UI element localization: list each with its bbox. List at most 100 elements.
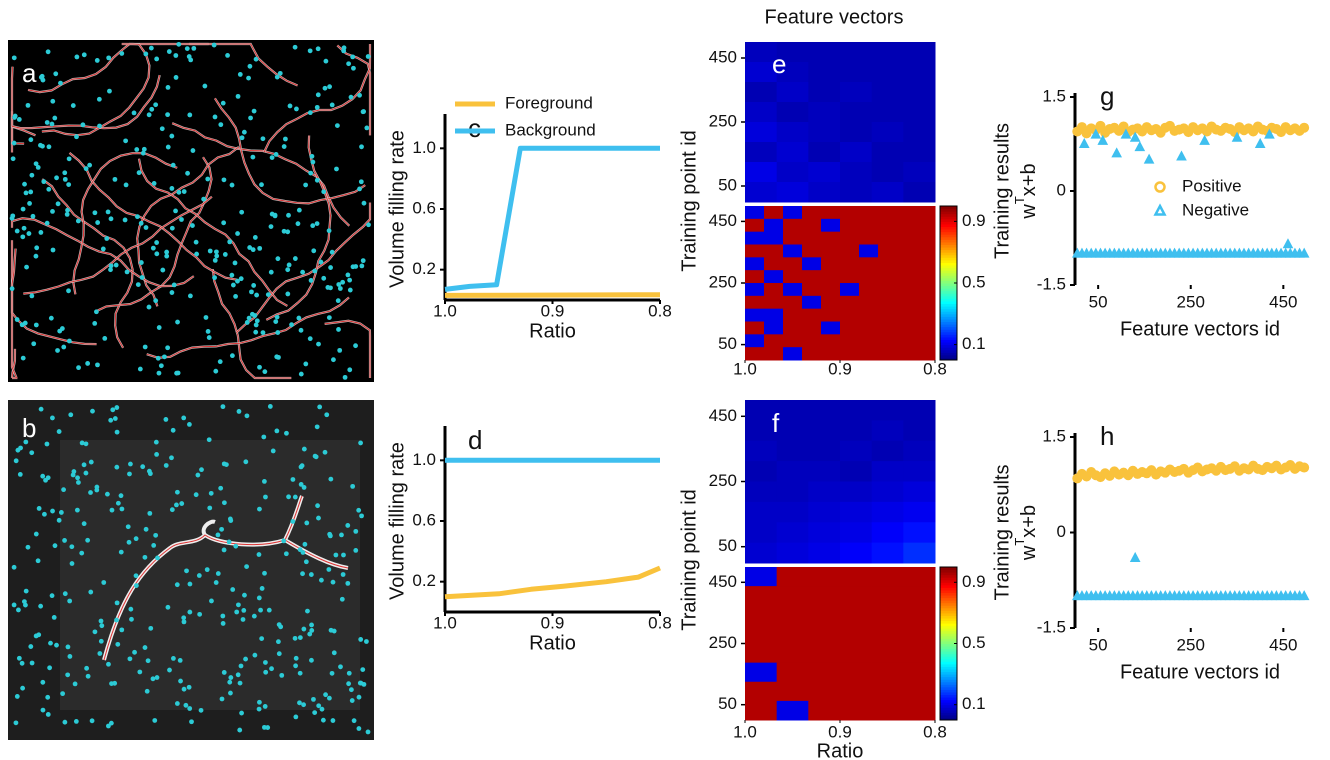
seed-point <box>242 592 247 598</box>
seed-point <box>208 490 214 496</box>
panel-label: a <box>22 58 37 88</box>
colorbar-slice <box>940 218 957 222</box>
seed-point <box>84 665 90 671</box>
seed-point <box>257 364 262 370</box>
colorbar-slice <box>940 313 957 317</box>
seed-point <box>34 245 40 251</box>
colorbar-slice <box>940 303 957 307</box>
heat-cell <box>776 420 809 442</box>
colorbar-slice <box>940 579 957 583</box>
y-axis-label: Training results <box>991 123 1013 259</box>
heat-cell <box>783 270 803 284</box>
seed-point <box>218 122 224 128</box>
seed-point <box>301 485 307 490</box>
seed-point <box>173 208 178 214</box>
seed-point <box>293 663 299 669</box>
seed-point <box>254 318 260 324</box>
seed-point <box>183 702 189 708</box>
heat-cell <box>840 42 873 63</box>
seed-point <box>220 613 226 619</box>
seed-point <box>347 367 353 373</box>
heat-cell <box>859 231 879 245</box>
seed-point <box>58 80 63 86</box>
heat-cell <box>840 182 873 203</box>
seed-point <box>16 117 22 122</box>
seed-point <box>357 186 362 192</box>
seed-point <box>272 212 278 218</box>
seed-point <box>347 287 353 293</box>
seed-point <box>108 720 114 726</box>
seed-point <box>153 532 159 538</box>
seed-point <box>154 251 160 257</box>
seed-point <box>97 651 103 656</box>
seed-point <box>13 720 19 726</box>
heat-cell <box>745 501 778 523</box>
heat-cell <box>878 295 898 310</box>
heat-cell <box>878 206 898 220</box>
seed-point <box>48 315 54 321</box>
seed-point <box>142 645 148 650</box>
seed-point <box>38 142 43 148</box>
seed-point <box>22 181 27 187</box>
seed-point <box>118 493 124 499</box>
heat-cell <box>859 244 879 258</box>
heat-cell <box>871 624 904 644</box>
seed-point <box>54 175 59 181</box>
seed-point <box>315 92 321 98</box>
x-tick-label: 1.0 <box>733 722 757 741</box>
seed-point <box>316 515 321 521</box>
seed-point <box>265 725 271 730</box>
x-tick-label: 0.8 <box>923 722 947 741</box>
seed-point <box>260 330 266 336</box>
heat-cell <box>840 347 860 361</box>
seed-point <box>170 427 176 433</box>
y-tick-label: 0.2 <box>412 571 436 590</box>
colorbar-slice <box>940 656 957 660</box>
colorbar-slice <box>940 334 957 338</box>
seed-point <box>199 467 204 473</box>
seed-point <box>194 251 200 257</box>
seed-point <box>357 680 363 686</box>
neurite-trace <box>11 248 18 379</box>
seed-point <box>261 434 267 440</box>
seed-point <box>307 631 313 637</box>
seed-point <box>297 547 303 553</box>
heat-cell <box>903 461 936 482</box>
seed-point <box>266 607 272 613</box>
seed-point <box>285 267 291 273</box>
y-axis-label: Training point id <box>678 130 700 272</box>
seed-point <box>351 718 357 724</box>
heat-cell <box>878 308 898 322</box>
heat-cell <box>745 295 765 310</box>
seed-point <box>48 640 53 646</box>
heat-cell <box>903 605 936 625</box>
heat-cell <box>821 244 841 258</box>
heat-cell <box>808 42 841 63</box>
colorbar-slice <box>940 691 957 695</box>
seed-point <box>346 681 352 687</box>
colorbar-tick-label: 0.1 <box>962 694 986 713</box>
seed-point <box>155 355 161 361</box>
seed-point <box>88 589 94 595</box>
heat-cell <box>903 522 936 544</box>
heat-cell <box>916 308 936 322</box>
colorbar-slice <box>940 283 957 287</box>
heat-cell <box>840 82 873 103</box>
seed-point <box>334 123 340 128</box>
seed-point <box>268 269 274 275</box>
heat-cell <box>840 102 873 123</box>
y-tick-label: 250 <box>709 471 737 490</box>
heat-cell <box>802 295 822 310</box>
seed-point <box>364 125 370 131</box>
seed-point <box>275 639 281 645</box>
panel-label: h <box>1100 421 1114 451</box>
heat-cell <box>776 461 809 482</box>
seed-point <box>174 701 180 706</box>
seed-point <box>220 621 226 626</box>
seed-point <box>190 223 195 228</box>
figure-title: Feature vectors <box>765 6 904 28</box>
seed-point <box>303 182 309 188</box>
seed-point <box>265 292 271 297</box>
seed-point <box>269 155 275 161</box>
heat-cell <box>840 522 873 544</box>
